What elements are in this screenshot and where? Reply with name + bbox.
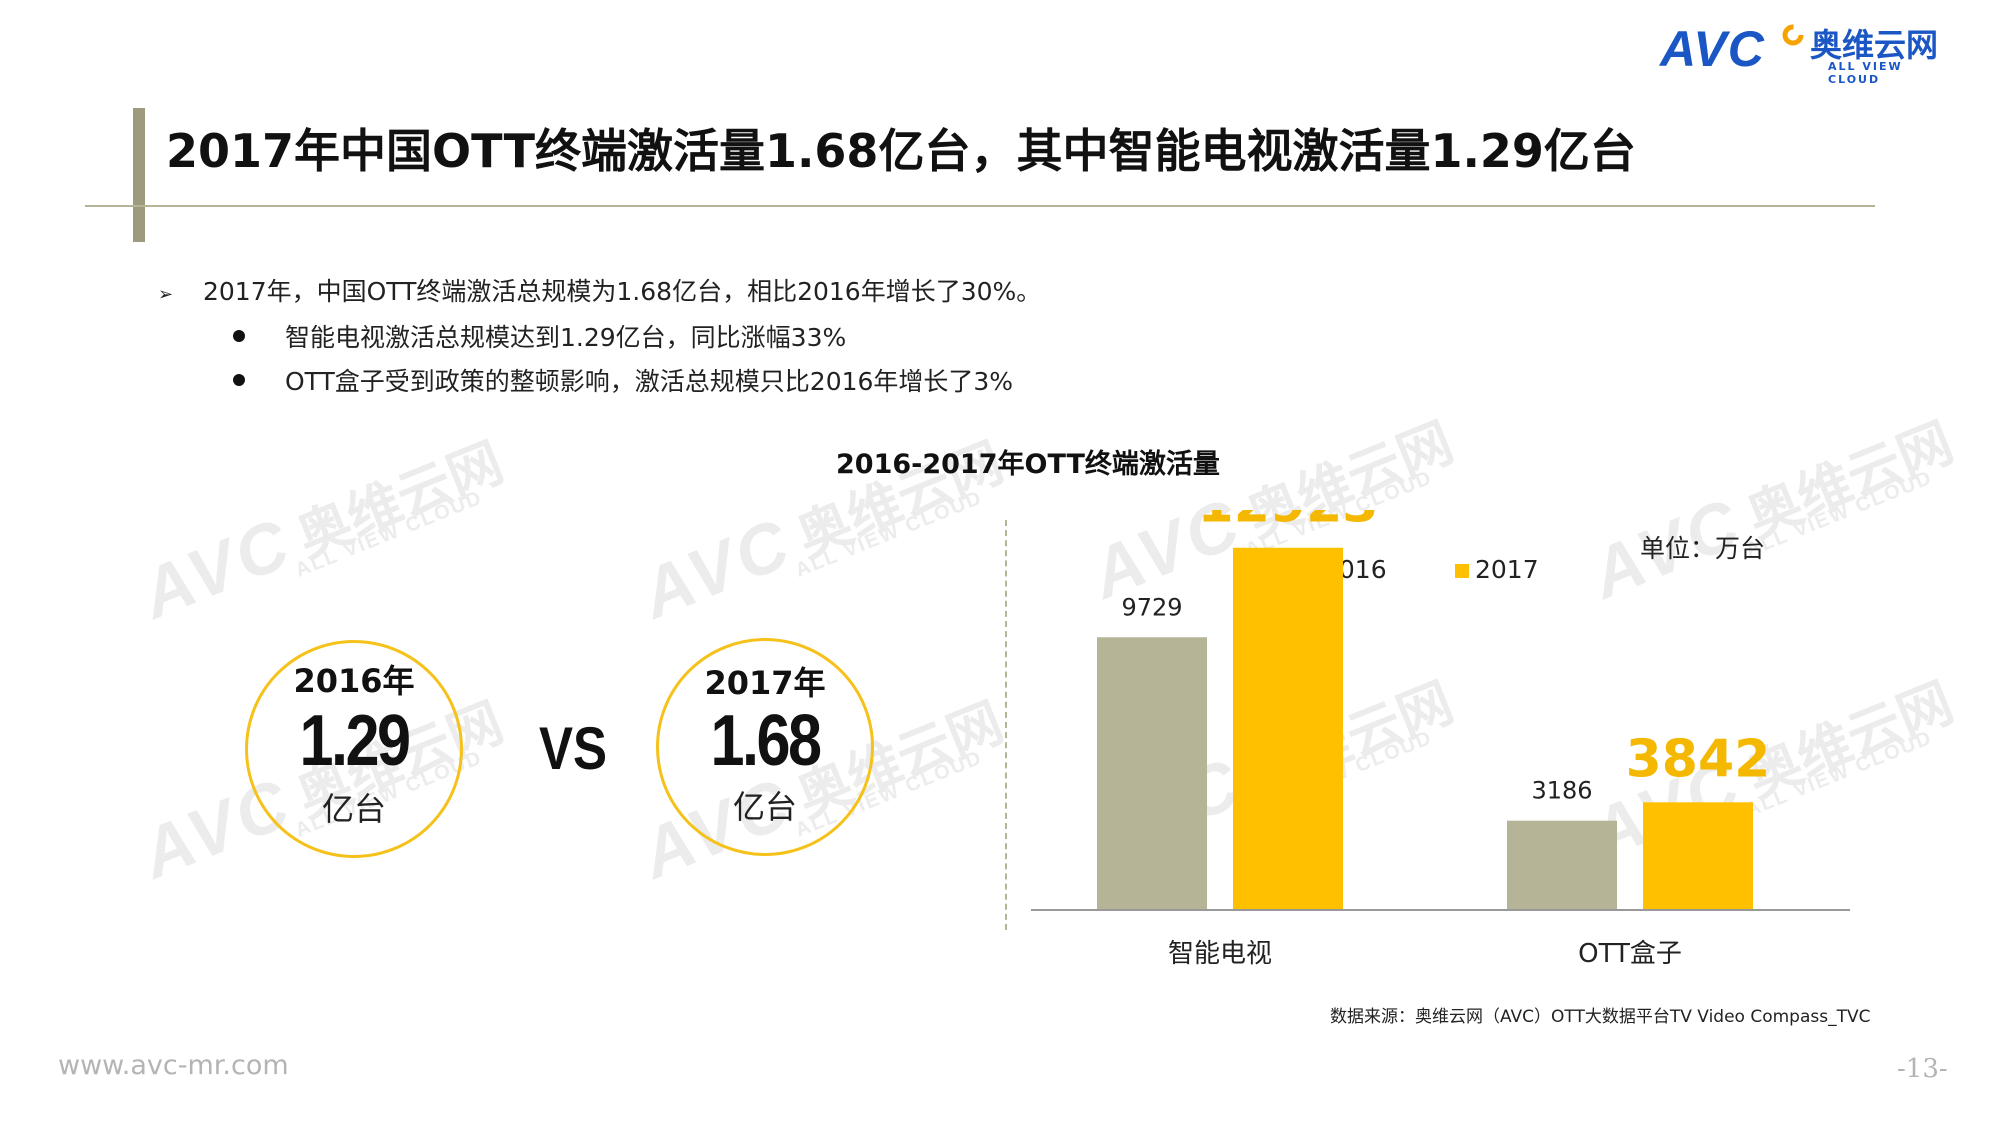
bar-2016-1: [1507, 820, 1617, 910]
circle-2017-year: 2017年: [704, 664, 826, 702]
vs-label: VS: [539, 715, 608, 782]
bullet-sub: 智能电视激活总规模达到1.29亿台，同比涨幅33%: [233, 318, 846, 354]
x-axis-labels: 智能电视 OTT盒子: [1168, 939, 1682, 969]
brand-logo: AVC 奥维云网 ALL VIEW CLOUD: [1660, 18, 1960, 86]
page-title: 2017年中国OTT终端激活量1.68亿台，其中智能电视激活量1.29亿台: [166, 124, 1636, 178]
bullet-main: ➢ 2017年，中国OTT终端激活总规模为1.68亿台，相比2016年增长了30%…: [158, 272, 1041, 308]
data-label-2017-0: 12923: [1198, 510, 1379, 535]
bar-2017-0: [1233, 547, 1343, 910]
logo-name-cn: 奥维云网: [1810, 26, 1939, 64]
arrow-bullet-icon: ➢: [158, 284, 174, 305]
circle-2016-value: 1.29: [299, 701, 411, 781]
chart-legend: 2016 2017: [1303, 555, 1539, 584]
legend-label-2017: 2017: [1475, 555, 1539, 584]
data-label-2016-1: 3186: [1531, 777, 1592, 805]
x-tick-label: OTT盒子: [1578, 939, 1682, 969]
title-accent-bar: [133, 108, 145, 242]
logo-swoosh-icon: [1782, 24, 1804, 46]
circle-2016-year: 2016年: [293, 662, 415, 700]
bullet-sub-text: OTT盒子受到政策的整顿影响，激活总规模只比2016年增长了3%: [285, 367, 1014, 396]
circle-2016-unit: 亿台: [321, 790, 386, 828]
data-source: 数据来源：奥维云网（AVC）OTT大数据平台TV Video Compass_T…: [1330, 1007, 1871, 1027]
logo-name-en: ALL VIEW CLOUD: [1828, 60, 1903, 86]
title-divider: [85, 205, 1875, 207]
footer-site[interactable]: www.avc-mr.com: [58, 1050, 289, 1081]
logo-brand: AVC: [1660, 21, 1765, 77]
page-number: -13-: [1897, 1054, 1948, 1084]
bar-2017-1: [1643, 802, 1753, 910]
data-label-2016-0: 9729: [1121, 593, 1182, 621]
circle-2017-value: 1.68: [710, 701, 822, 781]
circle-2017-unit: 亿台: [732, 788, 797, 826]
panel-divider: [1005, 520, 1007, 930]
bullet-sub-text: 智能电视激活总规模达到1.29亿台，同比涨幅33%: [285, 323, 847, 352]
data-label-2017-1: 3842: [1626, 729, 1771, 789]
x-tick-label: 智能电视: [1168, 939, 1272, 969]
circle-2016: [245, 640, 463, 858]
chart-bars: 9729 12923 3186 3842: [1097, 510, 1770, 910]
dot-bullet-icon: [233, 330, 245, 342]
circle-2017: [656, 638, 874, 856]
chart-title: 2016-2017年OTT终端激活量: [836, 449, 1220, 480]
bullet-main-text: 2017年，中国OTT终端激活总规模为1.68亿台，相比2016年增长了30%。: [203, 277, 1042, 306]
chart-unit-label: 单位：万台: [1640, 534, 1765, 563]
legend-swatch-2017: [1455, 564, 1469, 578]
dot-bullet-icon: [233, 374, 245, 386]
bullet-sub: OTT盒子受到政策的整顿影响，激活总规模只比2016年增长了3%: [233, 362, 1013, 398]
bar-2016-0: [1097, 637, 1207, 910]
